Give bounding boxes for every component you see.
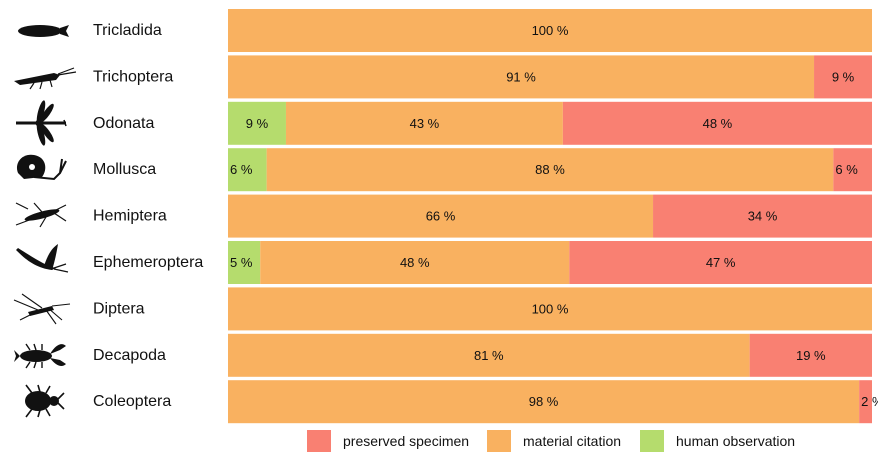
legend-swatch-preserved-specimen: [307, 430, 331, 452]
category-label-decapoda: Decapoda: [93, 347, 166, 364]
beetle-icon: [25, 384, 65, 418]
legend-label-preserved-specimen: preserved specimen: [343, 433, 469, 449]
bars: 100 % 91 % 9 % 9 % 43 % 48 % 6 % 88 % 6 % 66 % 34 …: [228, 9, 878, 424]
mayfly-icon: [16, 244, 69, 273]
bar-preserved-specimen-coleoptera: [859, 380, 872, 424]
bar-preserved-specimen-decapoda: [749, 333, 872, 377]
data-label-human-observation-odonata: 9 %: [246, 116, 269, 131]
category-label-diptera: Diptera: [93, 300, 145, 317]
legend-swatch-human-observation: [640, 430, 664, 452]
caddisfly-icon: [14, 67, 77, 90]
data-label-material-citation-odonata: 43 %: [410, 116, 440, 131]
data-label-preserved-specimen-mollusca: 6 %: [835, 162, 858, 177]
data-label-material-citation-ephemeroptera: 48 %: [400, 255, 430, 270]
data-label-human-observation-ephemeroptera: 5 %: [230, 255, 253, 270]
category-label-tricladida: Tricladida: [93, 22, 162, 39]
bar-material-citation-ephemeroptera: [260, 241, 570, 284]
bar-human-observation-mollusca: [228, 148, 267, 192]
data-label-material-citation-diptera: 100 %: [532, 301, 569, 316]
bar-material-citation-tricladida: [228, 9, 872, 52]
data-label-material-citation-trichoptera: 91 %: [506, 69, 536, 84]
category-label-mollusca: Mollusca: [93, 161, 156, 178]
category-label-hemiptera: Hemiptera: [93, 208, 167, 225]
bar-human-observation-ephemeroptera: [228, 241, 261, 284]
category-labels: Tricladida Trichoptera Odonata Mollusca Hemi…: [93, 22, 203, 410]
bar-preserved-specimen-hemiptera: [653, 194, 872, 238]
category-label-odonata: Odonata: [93, 115, 154, 132]
data-label-preserved-specimen-trichoptera: 9 %: [832, 69, 855, 84]
bar-material-citation-hemiptera: [228, 194, 654, 238]
bar-preserved-specimen-mollusca: [833, 148, 872, 192]
data-label-preserved-specimen-ephemeroptera: 47 %: [706, 255, 736, 270]
category-label-trichoptera: Trichoptera: [93, 68, 173, 85]
data-label-human-observation-mollusca: 6 %: [230, 162, 253, 177]
snail-icon: [16, 154, 67, 181]
data-label-material-citation-decapoda: 81 %: [474, 348, 504, 363]
bar-material-citation-odonata: [285, 101, 563, 145]
data-label-material-citation-hemiptera: 66 %: [426, 209, 456, 224]
category-label-ephemeroptera: Ephemeroptera: [93, 254, 203, 271]
dragonfly-icon: [16, 100, 67, 146]
data-label-material-citation-coleoptera: 98 %: [529, 394, 559, 409]
data-label-material-citation-mollusca: 88 %: [535, 162, 565, 177]
data-label-material-citation-tricladida: 100 %: [532, 23, 569, 38]
bar-preserved-specimen-odonata: [562, 101, 872, 145]
data-label-preserved-specimen-hemiptera: 34 %: [748, 209, 778, 224]
bar-material-citation-diptera: [228, 287, 872, 331]
crayfish-icon: [14, 343, 66, 369]
bar-material-citation-mollusca: [266, 148, 834, 192]
bar-material-citation-decapoda: [228, 333, 750, 377]
bar-human-observation-odonata: [228, 101, 286, 145]
legend-swatch-material-citation: [487, 430, 511, 452]
data-label-preserved-specimen-decapoda: 19 %: [796, 348, 826, 363]
bar-material-citation-coleoptera: [228, 380, 860, 424]
bar-material-citation-trichoptera: [228, 55, 815, 99]
taxon-icons: [13, 25, 77, 418]
flatworm-icon: [18, 25, 69, 37]
mosquito-icon: [13, 293, 71, 325]
legend-label-human-observation: human observation: [676, 433, 795, 449]
legend-label-material-citation: material citation: [523, 433, 621, 449]
water-bug-icon: [15, 202, 67, 228]
legend: preserved specimen material citation human…: [307, 430, 795, 452]
data-label-preserved-specimen-coleoptera: 2 %: [861, 394, 878, 409]
bar-preserved-specimen-ephemeroptera: [569, 241, 872, 284]
data-label-preserved-specimen-odonata: 48 %: [703, 116, 733, 131]
bar-preserved-specimen-trichoptera: [814, 55, 872, 99]
category-label-coleoptera: Coleoptera: [93, 393, 171, 410]
